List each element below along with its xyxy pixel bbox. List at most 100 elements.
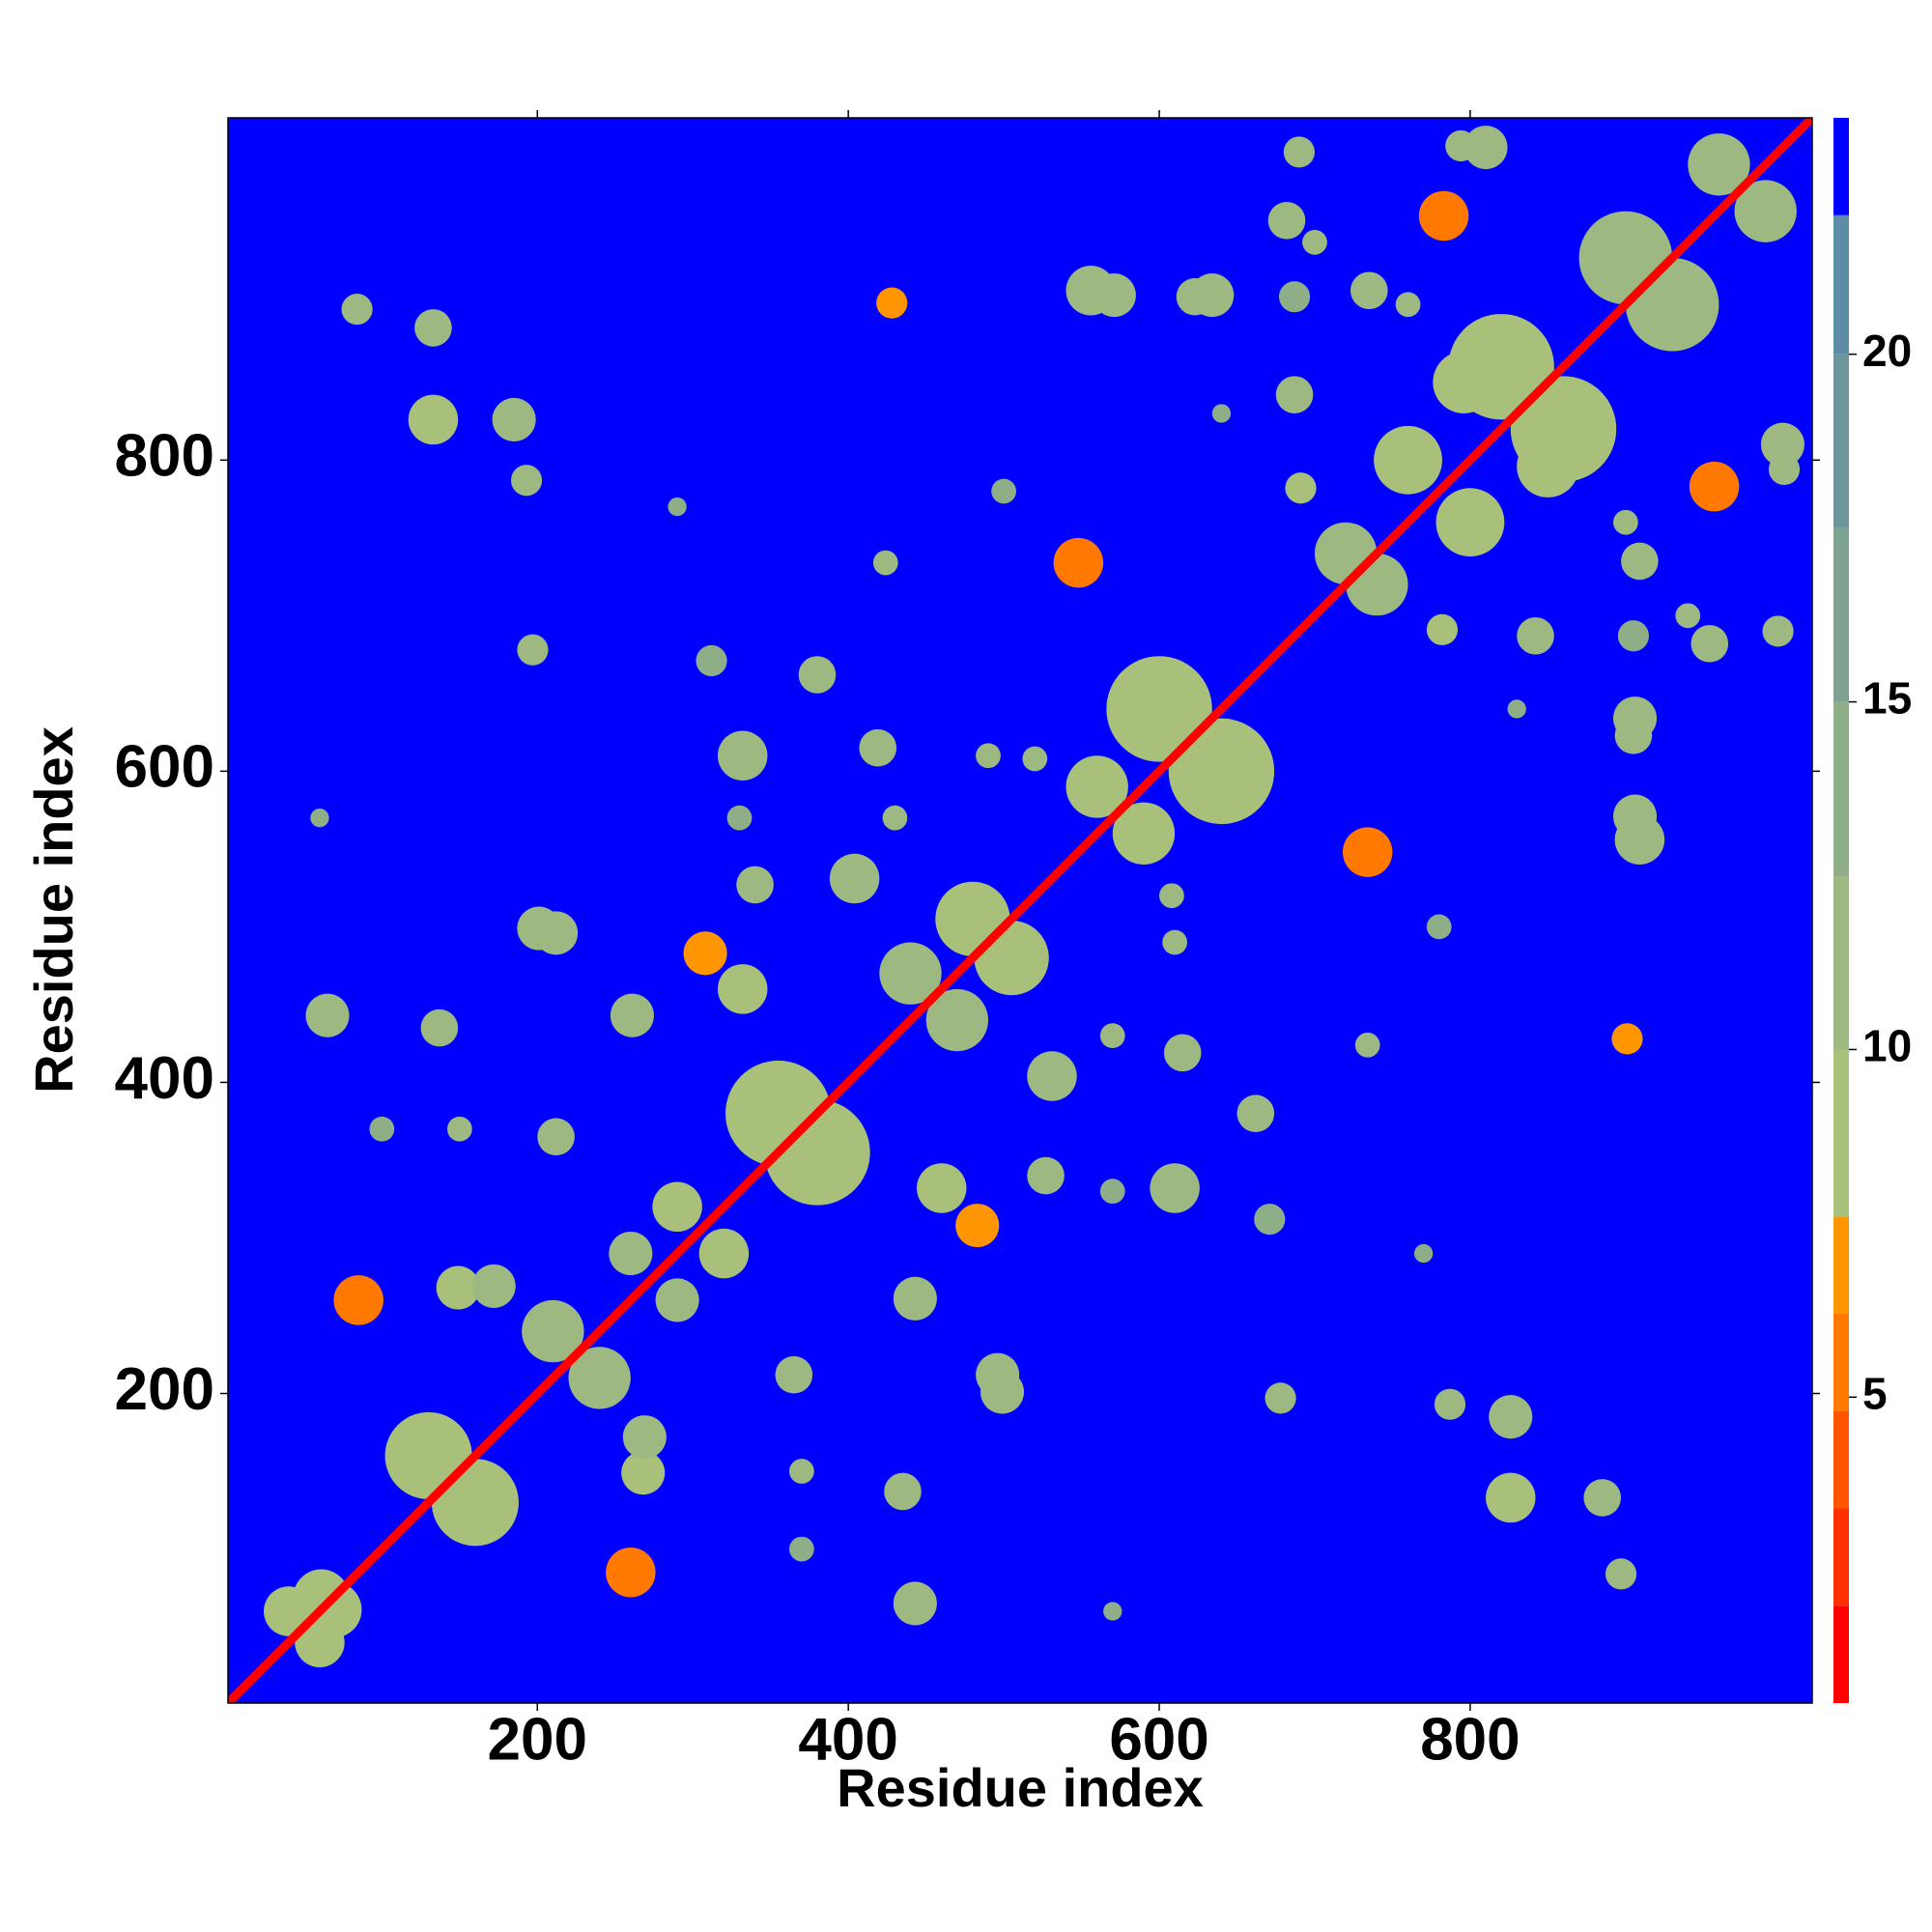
contact-blob bbox=[446, 1116, 472, 1142]
contact-blob-mirror bbox=[1517, 616, 1554, 655]
contact-blob-mirror bbox=[1768, 453, 1801, 486]
y-tick-label: 400 bbox=[115, 1045, 214, 1112]
contact-blob bbox=[1688, 133, 1750, 196]
contact-blob bbox=[1302, 229, 1327, 255]
contact-blob-mirror bbox=[1583, 1479, 1622, 1517]
contact-blob bbox=[369, 1116, 395, 1142]
contact-blob-mirror bbox=[1150, 1163, 1200, 1213]
contact-blob-mirror bbox=[1112, 802, 1176, 865]
contact-blob-mirror bbox=[1346, 553, 1408, 616]
contact-blob-mirror bbox=[1434, 1388, 1466, 1420]
contact-blob-mirror bbox=[1103, 1602, 1122, 1621]
contact-blob bbox=[726, 805, 753, 831]
x-tick-label: 200 bbox=[488, 1706, 587, 1773]
contact-blob bbox=[879, 942, 942, 1005]
contact-blob bbox=[609, 1232, 653, 1276]
contact-blob-mirror bbox=[1486, 1472, 1536, 1523]
contact-blob-mirror bbox=[1162, 929, 1188, 955]
contact-blob bbox=[436, 1265, 480, 1310]
x-tick-label: 400 bbox=[798, 1706, 897, 1773]
colorbar-tick-label: 5 bbox=[1862, 1368, 1888, 1418]
contact-blob-mirror bbox=[1734, 180, 1797, 242]
contact-blob-mirror bbox=[789, 1459, 814, 1484]
contact-blob bbox=[1283, 136, 1315, 168]
contact-blob-mirror bbox=[1612, 696, 1658, 741]
contact-blob-mirror bbox=[916, 1163, 967, 1213]
contact-blob bbox=[1053, 537, 1104, 588]
contact-blob-mirror bbox=[893, 1581, 937, 1626]
contact-blob bbox=[414, 309, 452, 347]
contact-blob-mirror bbox=[1264, 1382, 1296, 1414]
plot-frame bbox=[227, 117, 1813, 1704]
contact-blob-mirror bbox=[655, 1278, 699, 1322]
contact-blob bbox=[1418, 190, 1469, 242]
contact-blob-mirror bbox=[1342, 827, 1393, 877]
colorbar-tick-label: 10 bbox=[1862, 1021, 1912, 1071]
contact-blob-mirror bbox=[1612, 794, 1658, 838]
contact-blob bbox=[1395, 292, 1421, 318]
contact-blob bbox=[976, 743, 1001, 769]
plot-area bbox=[228, 118, 1812, 1703]
contact-blob-mirror bbox=[1027, 1051, 1077, 1101]
contact-blob bbox=[717, 964, 768, 1014]
contact-blob-mirror bbox=[1621, 542, 1659, 581]
contact-blob-mirror bbox=[1612, 509, 1638, 535]
contact-blob-mirror bbox=[1236, 1094, 1275, 1132]
contact-blob bbox=[534, 911, 579, 955]
contact-blob bbox=[1211, 404, 1232, 423]
contact-blob bbox=[652, 1181, 702, 1233]
contact-blob-mirror bbox=[1625, 257, 1719, 352]
contact-blob bbox=[517, 634, 549, 666]
colorbar-band bbox=[1833, 527, 1849, 702]
colorbar-band bbox=[1833, 118, 1849, 215]
colorbar-band bbox=[1833, 875, 1849, 1050]
y-tick-label: 600 bbox=[115, 734, 214, 801]
y-tick-label: 200 bbox=[115, 1356, 214, 1423]
contact-blob-mirror bbox=[789, 1536, 814, 1562]
contact-blob bbox=[610, 993, 654, 1037]
contact-blob bbox=[1374, 425, 1442, 495]
contact-blob-mirror bbox=[1168, 718, 1275, 825]
contact-blob-mirror bbox=[1689, 461, 1740, 512]
contact-blob bbox=[1267, 201, 1306, 240]
colorbar-band bbox=[1833, 1216, 1849, 1314]
contact-blob bbox=[1022, 746, 1048, 772]
colorbar-band bbox=[1833, 214, 1849, 355]
contact-blob bbox=[872, 550, 898, 576]
contact-blob bbox=[1275, 376, 1314, 413]
x-tick-label: 600 bbox=[1109, 1706, 1208, 1773]
contact-blob-mirror bbox=[1413, 1243, 1434, 1264]
y-axis-title: Residue index bbox=[23, 726, 84, 1094]
contact-blob-mirror bbox=[1611, 1023, 1643, 1055]
contact-blob-mirror bbox=[1507, 699, 1526, 719]
contact-blob bbox=[408, 394, 459, 445]
colorbar-tick-label: 20 bbox=[1862, 326, 1912, 376]
contact-blob bbox=[420, 1009, 459, 1047]
contact-blob-mirror bbox=[1762, 615, 1794, 647]
y-tick-label: 800 bbox=[115, 423, 214, 490]
contact-blob bbox=[305, 993, 350, 1037]
contact-blob-mirror bbox=[1489, 1395, 1533, 1439]
contact-blob-mirror bbox=[606, 1547, 656, 1598]
contact-blob bbox=[333, 1275, 384, 1325]
contact-blob bbox=[876, 287, 908, 319]
contact-blob bbox=[1445, 129, 1477, 162]
colorbar-band bbox=[1833, 1049, 1849, 1217]
contact-blob-mirror bbox=[976, 1352, 1020, 1397]
contact-blob bbox=[522, 1299, 584, 1363]
contact-blob-mirror bbox=[1435, 488, 1505, 557]
contact-blob-mirror bbox=[884, 1472, 922, 1511]
contact-blob bbox=[1278, 281, 1311, 313]
contact-blob bbox=[1350, 271, 1388, 310]
colorbar-band bbox=[1833, 1410, 1849, 1509]
contact-blob bbox=[537, 1118, 575, 1156]
contact-blob-mirror bbox=[621, 1451, 666, 1495]
contact-blob bbox=[882, 805, 908, 831]
contact-blob-mirror bbox=[1159, 883, 1184, 909]
contact-blob-mirror bbox=[1605, 1558, 1637, 1590]
contact-blob bbox=[1285, 472, 1317, 504]
colorbar-tick-label: 15 bbox=[1862, 673, 1912, 724]
contact-blob-mirror bbox=[775, 1355, 813, 1394]
contact-blob bbox=[1065, 755, 1128, 818]
